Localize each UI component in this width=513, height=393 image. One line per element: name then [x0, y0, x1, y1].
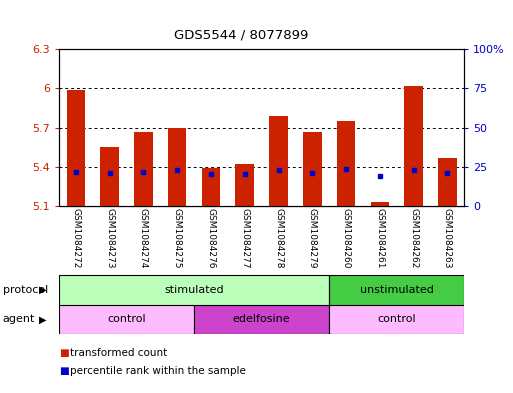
Text: control: control: [107, 314, 146, 324]
Text: GSM1084272: GSM1084272: [71, 208, 81, 269]
Bar: [370, 202, 389, 206]
Bar: [235, 164, 254, 206]
Text: GSM1084279: GSM1084279: [308, 208, 317, 269]
Bar: [202, 168, 220, 206]
Bar: [194, 305, 329, 334]
Bar: [329, 305, 464, 334]
Text: GSM1084273: GSM1084273: [105, 208, 114, 269]
Text: GSM1084276: GSM1084276: [206, 208, 215, 269]
Bar: [303, 132, 322, 206]
Bar: [59, 305, 194, 334]
Bar: [337, 121, 356, 206]
Text: ■: ■: [59, 348, 69, 358]
Text: ▶: ▶: [38, 285, 46, 295]
Text: ▶: ▶: [38, 314, 46, 324]
Text: GSM1084261: GSM1084261: [376, 208, 384, 269]
Text: protocol: protocol: [3, 285, 48, 295]
Text: percentile rank within the sample: percentile rank within the sample: [70, 366, 246, 376]
Text: GSM1084274: GSM1084274: [139, 208, 148, 269]
Bar: [329, 275, 464, 305]
Text: GSM1084262: GSM1084262: [409, 208, 418, 269]
Bar: [101, 147, 119, 206]
Bar: [134, 132, 153, 206]
Text: GSM1084263: GSM1084263: [443, 208, 452, 269]
Text: transformed count: transformed count: [70, 348, 168, 358]
Text: GSM1084275: GSM1084275: [173, 208, 182, 269]
Text: stimulated: stimulated: [164, 285, 224, 295]
Bar: [59, 275, 329, 305]
Text: control: control: [378, 314, 416, 324]
Text: GSM1084260: GSM1084260: [342, 208, 350, 269]
Text: GSM1084277: GSM1084277: [240, 208, 249, 269]
Bar: [438, 158, 457, 206]
Text: agent: agent: [3, 314, 35, 324]
Bar: [269, 116, 288, 206]
Bar: [168, 128, 187, 206]
Text: GDS5544 / 8077899: GDS5544 / 8077899: [174, 28, 308, 41]
Bar: [67, 90, 85, 206]
Text: edelfosine: edelfosine: [233, 314, 290, 324]
Text: GSM1084278: GSM1084278: [274, 208, 283, 269]
Text: unstimulated: unstimulated: [360, 285, 433, 295]
Bar: [404, 86, 423, 206]
Text: ■: ■: [59, 366, 69, 376]
